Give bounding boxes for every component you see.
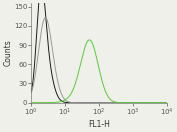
- Y-axis label: Counts: Counts: [4, 40, 12, 66]
- X-axis label: FL1-H: FL1-H: [88, 120, 110, 129]
